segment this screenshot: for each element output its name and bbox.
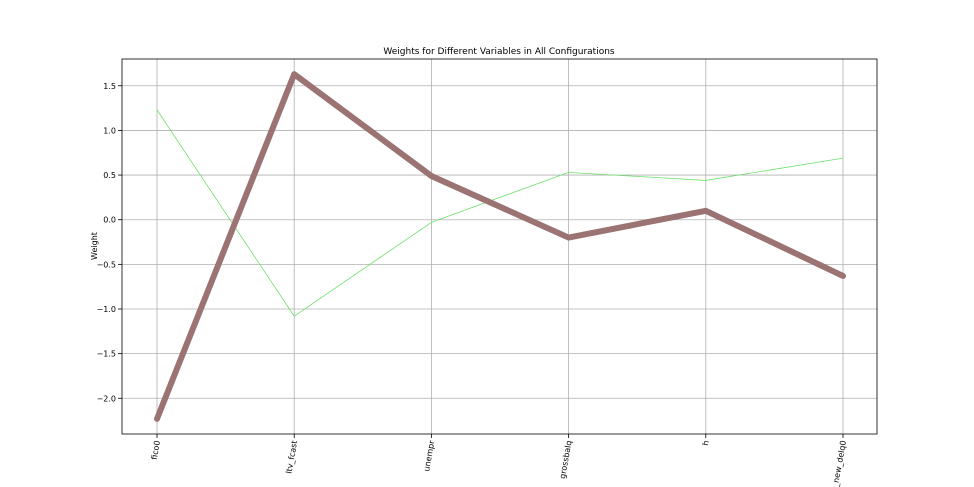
x-tick-label: unempr [422, 439, 436, 472]
x-axis: fico0 ltv_fcast unempr grossbalq h flg_new_de… [150, 434, 848, 487]
x-tick-label: ltv_fcast [284, 440, 299, 475]
chart-title: Weights for Different Variables in All C… [383, 47, 615, 57]
x-tick-label: grossbalq [558, 440, 574, 480]
y-tick-label: 1.5 [103, 82, 116, 91]
series-layer [154, 71, 846, 422]
y-axis-label: Weight [90, 232, 99, 260]
x-tick-label: fico0 [150, 440, 162, 461]
grid [122, 59, 877, 434]
y-tick-label: 0.5 [103, 171, 116, 180]
x-tick-label: flg_new_delq0 [829, 440, 848, 487]
y-tick-label: −1.5 [97, 350, 116, 359]
series-line-2 [154, 71, 846, 422]
y-tick-label: −2.0 [97, 394, 116, 403]
y-axis: 1.5 1.0 0.5 0.0 −0.5 −1.0 −1.5 −2.0 [97, 82, 122, 403]
y-tick-label: 1.0 [103, 126, 116, 135]
y-tick-label: −0.5 [97, 260, 116, 269]
y-tick-label: 0.0 [103, 216, 116, 225]
plot-frame [121, 58, 878, 435]
x-tick-label: h [701, 440, 711, 447]
y-tick-label: −1.0 [97, 305, 116, 314]
series-line-1 [156, 109, 844, 317]
